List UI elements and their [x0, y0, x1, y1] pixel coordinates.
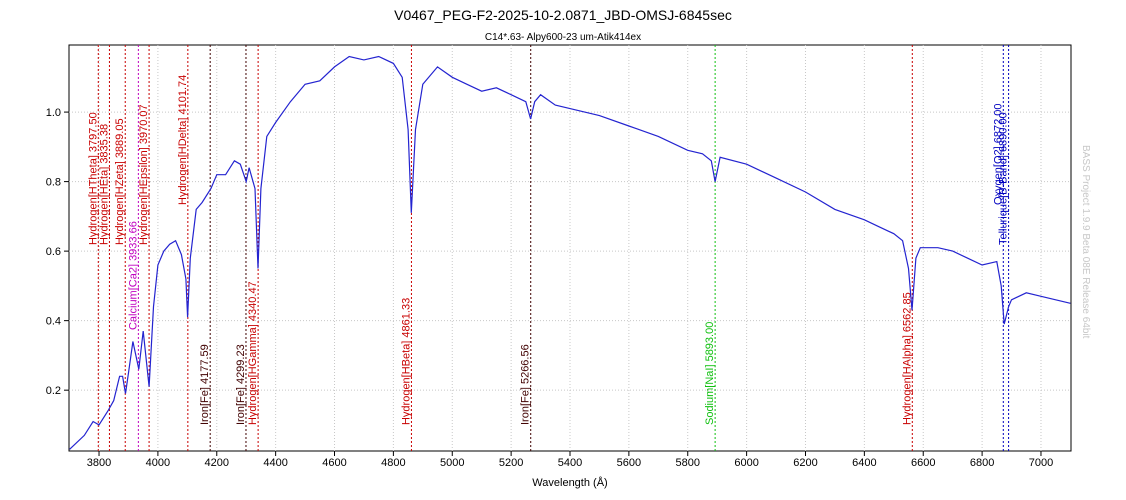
- reference-label: Hydrogen[HGamma] 4340.47: [247, 281, 259, 425]
- chart-title: V0467_PEG-F2-2025-10-2.0871_JBD-OMSJ-684…: [394, 7, 732, 23]
- x-tick-label: 5800: [676, 457, 700, 469]
- spectrum-line: [69, 55, 1071, 450]
- y-tick-label: 0.2: [46, 385, 61, 397]
- x-tick-label: 5000: [440, 457, 464, 469]
- x-tick-label: 5200: [499, 457, 523, 469]
- x-axis-label: Wavelength (Å): [532, 476, 607, 489]
- x-tick-label: 6000: [734, 457, 758, 469]
- y-tick-label: 0.6: [46, 246, 61, 258]
- reference-label: Hydrogen[HEpsilon] 3970.07: [138, 104, 150, 245]
- reference-label: Iron[Fe] 5266.56: [520, 344, 532, 425]
- x-tick-label: 4600: [322, 457, 346, 469]
- reference-label: Iron[Fe] 4299.23: [235, 344, 247, 425]
- reference-label: Hydrogen[HZeta] 3889.05: [114, 118, 126, 245]
- reference-label: Tellurique[B-Band] 6890.00: [998, 112, 1010, 245]
- chart-subtitle: C14*.63- Alpy600-23 um-Atik414ex: [485, 32, 641, 43]
- x-tick-label: 3800: [87, 457, 111, 469]
- y-tick-label: 0.8: [46, 177, 61, 189]
- x-tick-label: 4000: [146, 457, 170, 469]
- x-tick-label: 6400: [852, 457, 876, 469]
- reference-label: Iron[Fe] 4177.59: [199, 344, 211, 425]
- x-tick-label: 6800: [970, 457, 994, 469]
- x-tick-label: 7000: [1029, 457, 1053, 469]
- x-tick-label: 5600: [617, 457, 641, 469]
- reference-label: Hydrogen[HBeta] 4861.33: [400, 298, 412, 425]
- x-tick-label: 4800: [381, 457, 405, 469]
- reference-label: Calcium[Ca2] 3933.66: [127, 221, 139, 330]
- reference-label: Hydrogen[HTheta] 3797.50: [87, 112, 99, 245]
- reference-label: Hydrogen[HDelta] 4101.74: [177, 75, 189, 205]
- reference-label: Hydrogen[HEta] 3835.38: [98, 124, 110, 245]
- y-tick-label: 1.0: [46, 107, 61, 119]
- x-tick-label: 5400: [558, 457, 582, 469]
- x-tick-label: 4400: [263, 457, 287, 469]
- reference-label: Oxygen[O2] 6872.00: [992, 103, 1004, 205]
- reference-label: Hydrogen[HAlpha] 6562.85: [901, 292, 913, 425]
- watermark: BASS Project 1.9.9 Beta 08E Release 64bi…: [1080, 145, 1091, 339]
- x-tick-label: 6200: [793, 457, 817, 469]
- y-tick-label: 0.4: [46, 316, 61, 328]
- x-tick-label: 4200: [205, 457, 229, 469]
- reference-label: Sodium[NaI] 5893.00: [704, 322, 716, 425]
- x-tick-label: 6600: [911, 457, 935, 469]
